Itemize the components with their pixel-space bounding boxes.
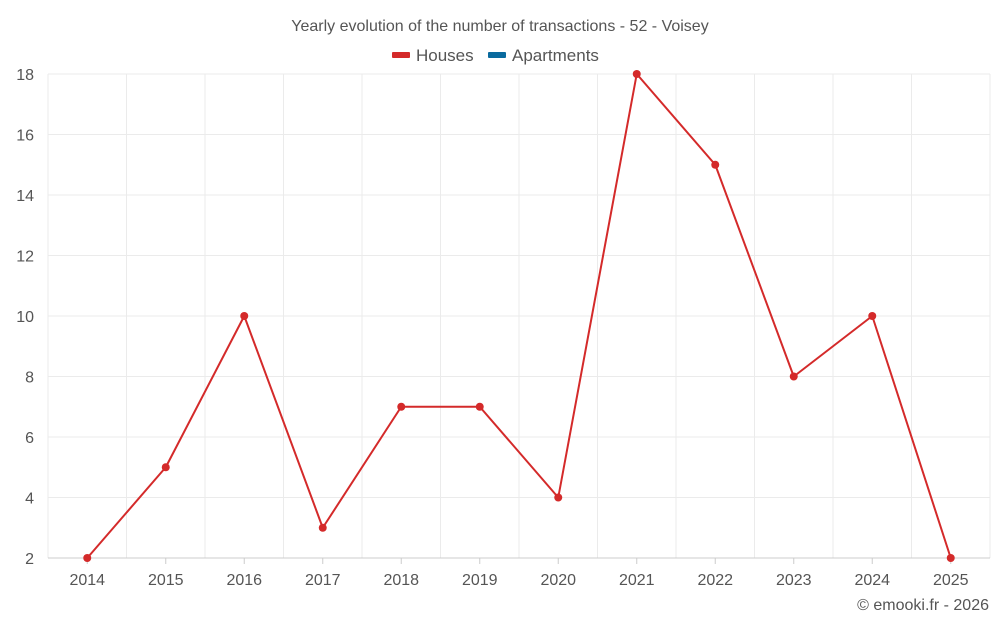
credit: © emooki.fr - 2026 [857,597,989,614]
legend-label: Houses [416,46,474,65]
legend-item-apartments[interactable]: Apartments [488,46,599,65]
x-axis: 2014 2015 2016 2017 2018 2019 2020 2021 2022 2023… [69,558,969,589]
y-tick-label: 18 [16,67,34,84]
series-houses [83,70,955,562]
legend: Houses Apartments [392,46,599,65]
y-tick-label: 10 [16,309,34,326]
y-tick-label: 16 [16,128,34,145]
legend-label: Apartments [512,46,599,65]
series-line [86,73,952,559]
data-point[interactable] [240,312,249,320]
y-tick-label: 8 [25,370,34,387]
legend-swatch [488,52,506,58]
x-tick-label: 2025 [933,572,969,589]
x-tick-label: 2016 [226,572,262,589]
y-tick-label: 4 [25,491,34,508]
data-point[interactable] [789,372,798,381]
x-tick-label: 2021 [619,572,655,589]
data-point[interactable] [475,402,484,411]
y-axis: 2 4 6 8 10 12 14 16 18 [16,67,34,568]
data-point[interactable] [161,463,170,472]
data-point[interactable] [868,312,877,320]
chart-title: Yearly evolution of the number of transa… [291,18,708,35]
data-point[interactable] [632,70,641,78]
y-tick-label: 2 [25,551,34,568]
x-tick-label: 2023 [776,572,812,589]
x-tick-label: 2019 [462,572,498,589]
y-tick-label: 14 [16,188,34,205]
series [83,70,955,562]
data-point[interactable] [946,554,955,562]
y-tick-label: 6 [25,430,34,447]
grid [47,73,991,559]
x-tick-label: 2018 [383,572,419,589]
x-tick-label: 2022 [697,572,733,589]
x-tick-label: 2020 [540,572,576,589]
data-point[interactable] [711,160,720,169]
legend-item-houses[interactable]: Houses [392,46,474,65]
x-tick-label: 2024 [854,572,890,589]
y-tick-label: 12 [16,249,34,266]
data-point[interactable] [397,402,406,411]
x-tick-label: 2014 [69,572,105,589]
x-tick-label: 2017 [305,572,341,589]
x-tick-label: 2015 [148,572,184,589]
legend-swatch [392,52,410,58]
data-point[interactable] [318,523,327,532]
data-point[interactable] [83,554,92,562]
data-point[interactable] [554,493,563,502]
